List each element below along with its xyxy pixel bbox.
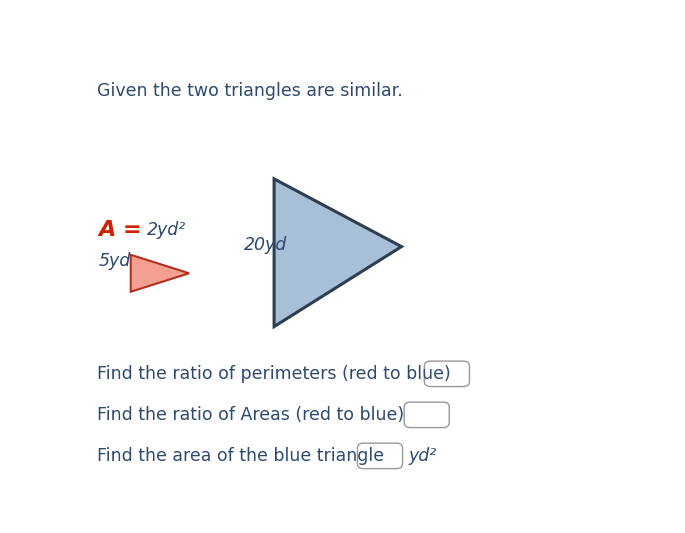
FancyBboxPatch shape: [424, 361, 469, 386]
Text: 5yd: 5yd: [99, 252, 131, 270]
Text: Find the ratio of perimeters (red to blue): Find the ratio of perimeters (red to blu…: [97, 365, 451, 383]
FancyBboxPatch shape: [358, 443, 403, 469]
Text: Find the ratio of Areas (red to blue): Find the ratio of Areas (red to blue): [97, 406, 404, 424]
Text: A =: A =: [99, 220, 142, 240]
Text: 2yd²: 2yd²: [147, 221, 186, 239]
Text: Given the two triangles are similar.: Given the two triangles are similar.: [97, 83, 403, 100]
Polygon shape: [274, 179, 401, 327]
Text: Find the area of the blue triangle: Find the area of the blue triangle: [97, 447, 384, 465]
Polygon shape: [131, 255, 189, 292]
FancyBboxPatch shape: [404, 402, 449, 427]
Text: 20yd: 20yd: [244, 236, 287, 254]
Text: yd²: yd²: [409, 447, 437, 465]
